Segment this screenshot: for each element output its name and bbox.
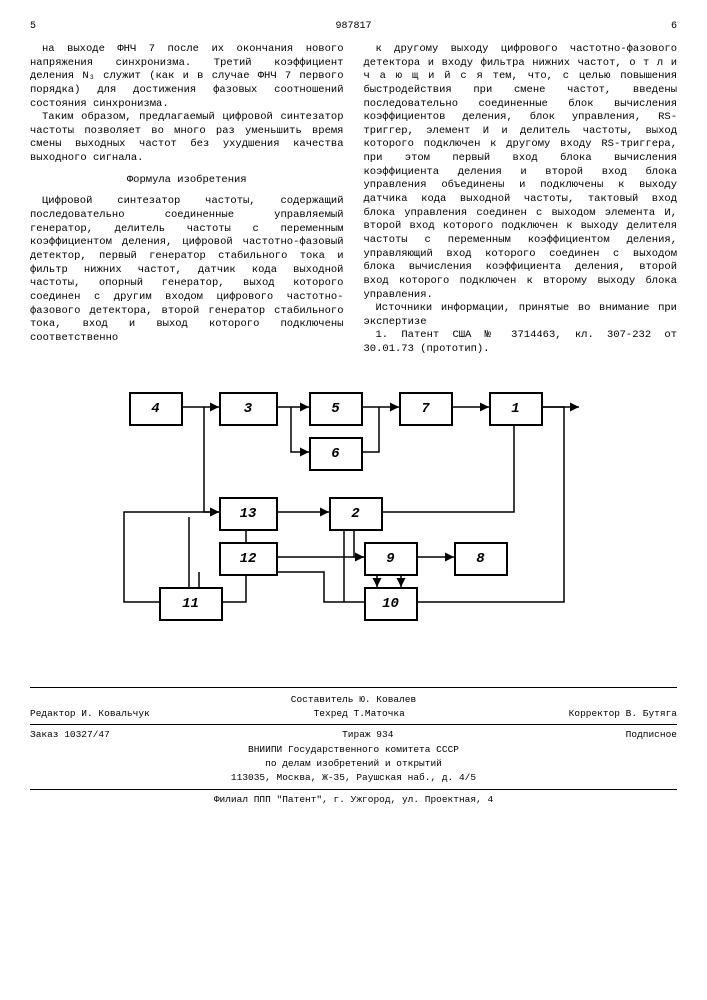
techred: Техред Т.Маточка [314,708,405,720]
patent-number: 987817 [36,20,671,33]
block-12: 12 [219,542,278,576]
left-column: на выходе ФНЧ 7 после их окончания новог… [30,43,344,357]
divider-1 [30,724,677,725]
block-5: 5 [309,392,363,426]
page-header: 5 987817 6 [30,20,677,33]
branch: Филиал ППП "Патент", г. Ужгород, ул. Про… [30,794,677,806]
sub: Подписное [626,729,677,741]
block-4: 4 [129,392,183,426]
text-columns: на выходе ФНЧ 7 после их окончания новог… [30,43,677,357]
block-diagram: 4 35 7 1 6 13 2 12 9 8 11 10 [104,377,604,657]
para-1: на выходе ФНЧ 7 после их окончания новог… [30,43,344,111]
block-2: 2 [329,497,383,531]
block-3: 3 [219,392,278,426]
para-3: Цифровой синтезатор частоты, содержащий … [30,195,344,345]
divider-2 [30,789,677,790]
block-10: 10 [364,587,418,621]
block-8: 8 [454,542,508,576]
org2: по делам изобретений и открытий [30,758,677,770]
page-num-right: 6 [671,20,677,33]
block-1: 1 [489,392,543,426]
order: Заказ 10327/47 [30,729,110,741]
block-7: 7 [399,392,453,426]
block-9: 9 [364,542,418,576]
right-column: к другому выходу цифрового частотно-фазо… [364,43,678,357]
block-13: 13 [219,497,278,531]
formula-title: Формула изобретения [30,174,344,188]
source-1: 1. Патент США № 3714463, кл. 307-232 от … [364,329,678,356]
block-11: 11 [159,587,223,621]
addr1: 113035, Москва, Ж-35, Раушская наб., д. … [30,772,677,784]
block-6: 6 [309,437,363,471]
para-2: Таким образом, предлагаемый цифровой син… [30,111,344,166]
org1: ВНИИПИ Государственного комитета СССР [30,744,677,756]
sources-title: Источники информации, принятые во вниман… [364,302,678,329]
footer: Составитель Ю. Ковалев Редактор И. Ковал… [30,687,677,806]
compiler: Составитель Ю. Ковалев [30,694,677,706]
para-4: к другому выходу цифрового частотно-фазо… [364,43,678,302]
credits-row: Редактор И. Ковальчук Техред Т.Маточка К… [30,708,677,720]
editor: Редактор И. Ковальчук [30,708,150,720]
order-row: Заказ 10327/47 Тираж 934 Подписное [30,729,677,741]
corrector: Корректор В. Бутяга [569,708,677,720]
tirage: Тираж 934 [342,729,393,741]
